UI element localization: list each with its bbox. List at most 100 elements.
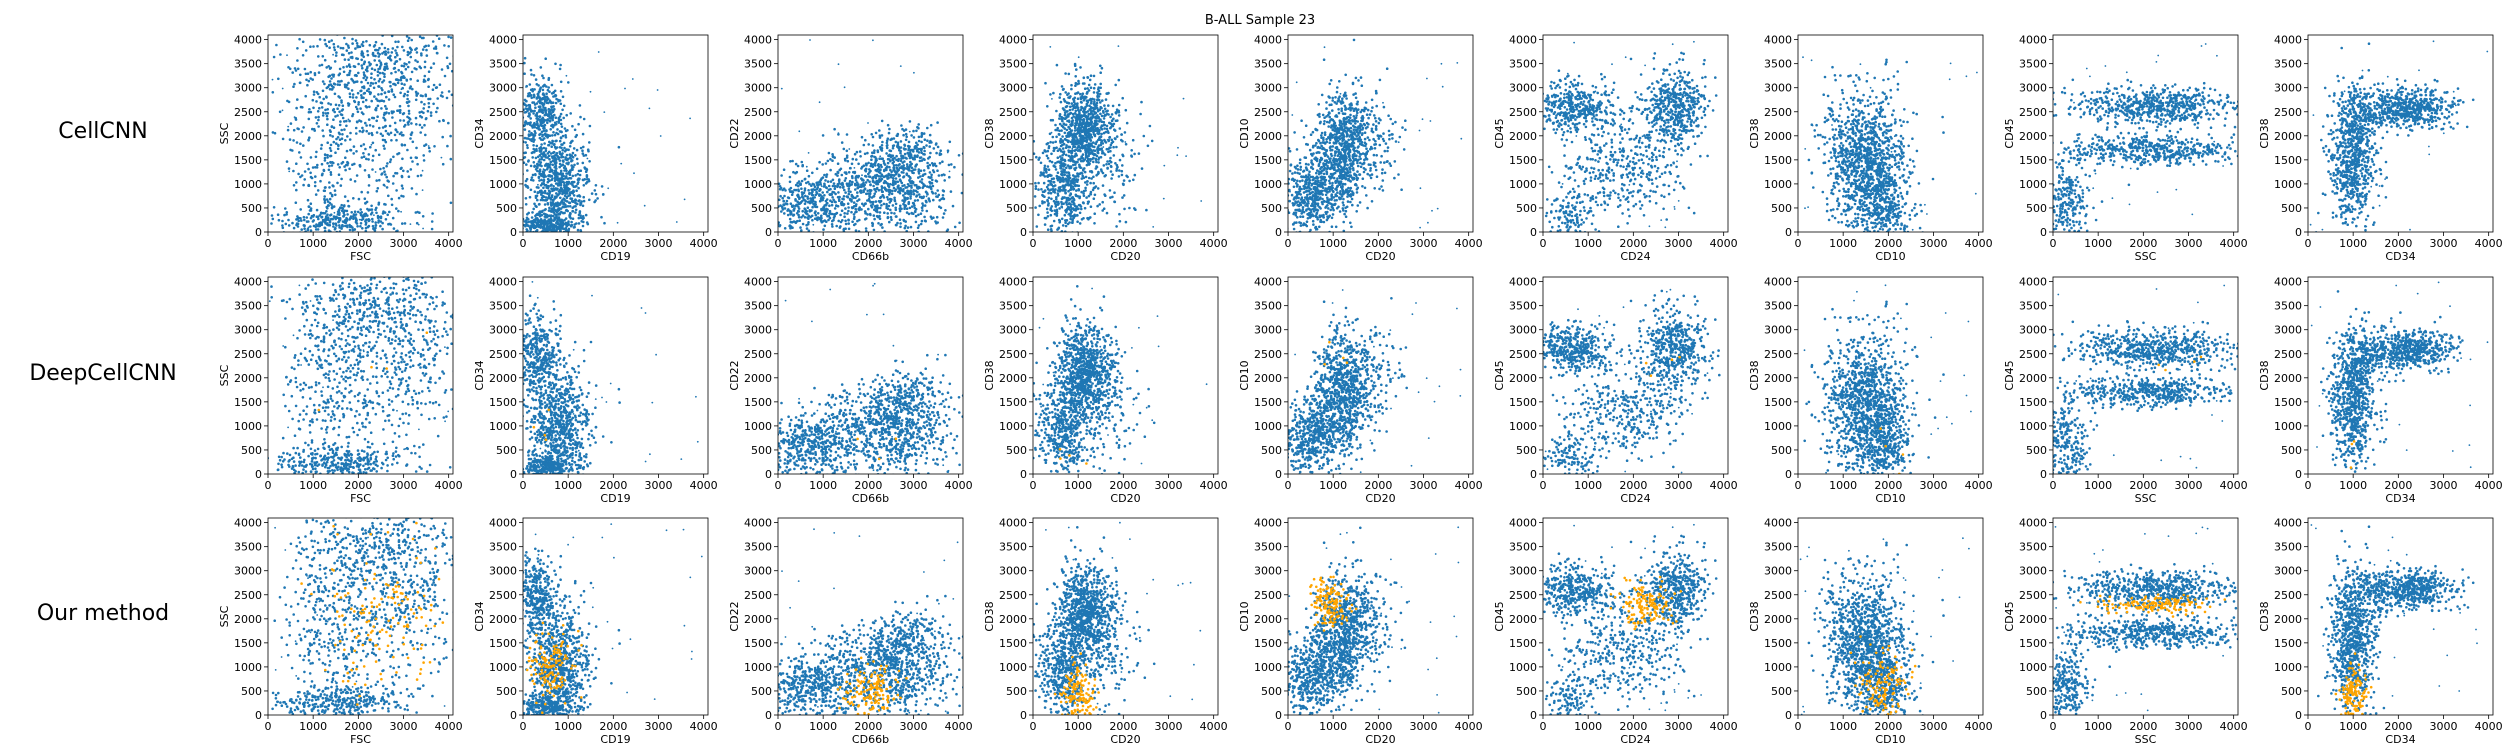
cell-point	[847, 222, 850, 225]
cell-point	[564, 129, 568, 133]
cell-point	[1105, 124, 1109, 128]
cell-point	[779, 194, 782, 198]
cell-point	[588, 198, 591, 202]
cell-point	[330, 164, 334, 167]
cell-point	[372, 45, 376, 48]
cell-point	[458, 34, 461, 37]
cell-point	[402, 112, 406, 115]
cell-point	[393, 95, 397, 99]
cell-point	[864, 167, 868, 171]
cell-point	[577, 213, 581, 217]
cell-points	[778, 39, 967, 236]
cell-point	[333, 216, 337, 219]
cell-point	[421, 215, 425, 218]
cell-point	[520, 233, 523, 236]
cell-point	[556, 187, 559, 191]
cell-point	[964, 158, 967, 161]
cell-point	[427, 105, 431, 109]
cell-point	[449, 201, 453, 205]
cell-point	[546, 166, 550, 169]
cell-point	[565, 113, 568, 117]
cell-point	[414, 116, 418, 120]
cell-point	[540, 178, 543, 182]
cell-point	[568, 205, 572, 208]
cell-point	[842, 230, 846, 232]
cell-point	[352, 145, 356, 148]
cell-point	[343, 195, 347, 198]
cell-point	[532, 161, 536, 164]
cell-point	[916, 148, 919, 152]
cell-point	[339, 1, 342, 4]
cell-point	[379, 65, 382, 68]
cell-point	[539, 224, 542, 228]
cell-point	[805, 169, 809, 172]
cell-point	[300, 219, 303, 222]
cell-point	[552, 131, 555, 134]
cell-point	[367, 158, 370, 161]
cell-point	[942, 197, 946, 201]
cell-point	[869, 162, 873, 166]
cell-point	[1068, 127, 1071, 130]
cell-point	[550, 195, 554, 199]
cell-point	[423, 123, 426, 127]
cell-point	[817, 233, 820, 236]
cell-point	[311, 78, 315, 81]
cell-point	[333, 235, 336, 238]
cell-point	[879, 206, 882, 210]
cell-point	[443, 74, 447, 78]
cell-point	[869, 164, 873, 168]
cell-point	[307, 220, 310, 223]
cell-point	[394, 70, 397, 74]
cell-point	[572, 180, 576, 184]
cell-point	[400, 166, 403, 170]
cell-point	[920, 140, 923, 144]
cell-point	[1083, 97, 1087, 100]
cell-point	[562, 197, 565, 200]
cell-point	[293, 67, 297, 70]
cell-point	[416, 79, 420, 82]
cell-point	[866, 151, 869, 155]
cell-point	[369, 63, 372, 66]
outlier-point	[417, 223, 420, 226]
cell-point	[296, 98, 299, 101]
cell-point	[564, 217, 568, 220]
cell-point	[914, 165, 917, 168]
cell-point	[886, 212, 889, 215]
outlier-point	[805, 165, 808, 168]
cell-point	[561, 143, 564, 146]
cell-point	[360, 43, 364, 46]
cell-point	[381, 35, 384, 37]
cell-point	[1101, 149, 1104, 153]
cell-point	[872, 184, 875, 188]
cell-point	[546, 192, 549, 195]
x-tick-label: 3000	[899, 237, 927, 250]
cell-point	[354, 105, 358, 109]
cell-point	[588, 160, 591, 163]
cell-point	[441, 95, 444, 98]
cell-point	[359, 120, 363, 123]
cell-point	[581, 215, 585, 218]
cell-point	[373, 234, 376, 237]
cell-point	[570, 220, 573, 224]
cell-point	[387, 133, 391, 136]
cell-point	[379, 224, 382, 228]
cell-point	[344, 22, 347, 25]
cell-point	[328, 201, 332, 205]
cell-point	[918, 159, 922, 163]
cell-point	[430, 227, 434, 231]
cell-point	[794, 162, 798, 166]
cell-point	[531, 211, 534, 214]
cell-point	[550, 124, 553, 127]
cell-point	[806, 195, 809, 198]
cell-point	[420, 126, 424, 129]
cell-point	[415, 92, 418, 95]
cell-point	[429, 111, 433, 114]
cell-point	[360, 190, 364, 194]
cell-point	[551, 177, 554, 180]
cell-point	[870, 133, 873, 136]
cell-point	[542, 96, 545, 100]
cell-point	[923, 149, 926, 153]
cell-point	[526, 213, 529, 216]
cell-point	[788, 190, 792, 193]
cell-point	[336, 107, 339, 110]
